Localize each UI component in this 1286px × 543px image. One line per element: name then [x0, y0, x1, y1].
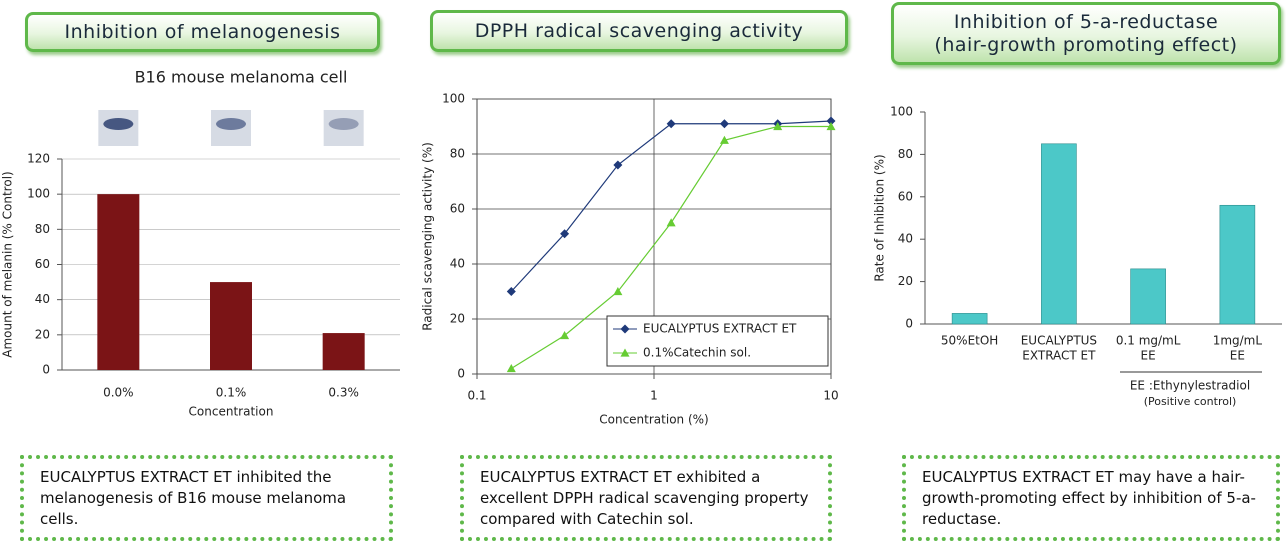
x-tick-label: 10	[823, 389, 838, 403]
bar	[97, 194, 140, 370]
x-tick-label: 0.1	[467, 389, 486, 403]
y-axis-label: Rate of Inhibition (%)	[873, 154, 887, 281]
bar	[1130, 268, 1166, 325]
panel-header: Inhibition of melanogenesis	[25, 12, 380, 52]
bar	[1219, 204, 1256, 325]
marker	[560, 229, 570, 239]
x-tick-label: 1	[650, 389, 658, 403]
panel-header: DPPH radical scavenging activity	[430, 10, 848, 52]
marker	[613, 160, 623, 170]
y-tick-label: 120	[27, 152, 50, 166]
marker	[826, 116, 836, 126]
cell-image	[98, 110, 139, 146]
x-tick-label: 0.1%	[216, 386, 247, 400]
marker	[666, 218, 676, 227]
cell-pellet	[216, 118, 246, 130]
x-tick-label: EXTRACT ET	[1022, 349, 1096, 363]
y-tick-label: 80	[35, 222, 50, 236]
marker	[620, 324, 630, 334]
x-tick-label: 0.1 mg/mL	[1116, 334, 1181, 348]
bar	[210, 282, 252, 370]
legend-label: EUCALYPTUS EXTRACT ET	[643, 322, 797, 336]
y-tick-label: 20	[898, 274, 913, 288]
series-line	[510, 120, 832, 292]
marker	[773, 122, 783, 131]
marker	[826, 122, 836, 131]
y-tick-label: 100	[442, 92, 465, 106]
x-tick-label: 0.0%	[103, 386, 134, 400]
legend-box	[606, 315, 829, 367]
y-tick-label: 60	[898, 189, 913, 203]
y-tick-label: 40	[450, 257, 465, 271]
marker	[620, 348, 630, 357]
panel-title: (hair-growth promoting effect)	[934, 33, 1238, 56]
cell-image	[323, 110, 364, 146]
panel-note: EUCALYPTUS EXTRACT ET exhibited a excell…	[460, 455, 832, 541]
panel-note: EUCALYPTUS EXTRACT ET inhibited the mela…	[20, 455, 393, 541]
marker	[560, 331, 570, 340]
footnote: EE :Ethynylestradiol	[1130, 379, 1250, 393]
y-tick-label: 0	[905, 317, 913, 331]
cell-pellet	[103, 118, 134, 130]
y-tick-label: 100	[27, 187, 50, 201]
y-tick-label: 0	[42, 363, 50, 377]
y-tick-label: 60	[35, 257, 50, 271]
y-tick-label: 40	[35, 292, 50, 306]
panel-title: Inhibition of 5-a-reductase	[953, 10, 1219, 33]
x-tick-label: EE	[1230, 349, 1245, 363]
y-tick-label: 0	[457, 367, 465, 381]
x-tick-label: 0.3%	[328, 386, 359, 400]
chart-subtitle: B16 mouse melanoma cell	[135, 68, 348, 87]
marker	[613, 287, 623, 296]
x-tick-label: 1mg/mL	[1213, 334, 1263, 348]
y-tick-label: 40	[898, 232, 913, 246]
x-axis-label: Concentration	[189, 405, 274, 419]
marker	[506, 364, 516, 373]
panel-note: EUCALYPTUS EXTRACT ET may have a hair-gr…	[902, 455, 1280, 541]
cell-pellet	[328, 118, 359, 130]
y-tick-label: 80	[898, 147, 913, 161]
bar	[1041, 143, 1077, 325]
marker	[506, 287, 516, 296]
x-axis-label: Concentration (%)	[599, 413, 708, 427]
bar	[322, 333, 365, 370]
panel-title: DPPH radical scavenging activity	[474, 19, 804, 42]
y-tick-label: 60	[450, 202, 465, 216]
panel-title: Inhibition of melanogenesis	[64, 20, 341, 43]
marker	[719, 135, 729, 144]
y-tick-label: 100	[890, 105, 913, 119]
marker	[719, 119, 729, 129]
panel-header: Inhibition of 5-a-reductase (hair-growth …	[891, 2, 1281, 65]
y-tick-label: 20	[450, 312, 465, 326]
footnote: (Positive control)	[1144, 395, 1237, 408]
cell-image	[211, 110, 251, 146]
y-tick-label: 80	[450, 147, 465, 161]
marker	[666, 119, 676, 129]
legend-label: 0.1%Catechin sol.	[643, 346, 751, 360]
y-axis-label: Amount of melanin (% Control)	[1, 171, 15, 357]
x-tick-label: EUCALYPTUS	[1021, 334, 1097, 348]
y-tick-label: 20	[35, 327, 50, 341]
y-axis-label: Radical scavenging activity (%)	[421, 142, 435, 331]
x-tick-label: 50%EtOH	[941, 334, 998, 348]
bar	[951, 313, 988, 325]
x-tick-label: EE	[1141, 349, 1156, 363]
